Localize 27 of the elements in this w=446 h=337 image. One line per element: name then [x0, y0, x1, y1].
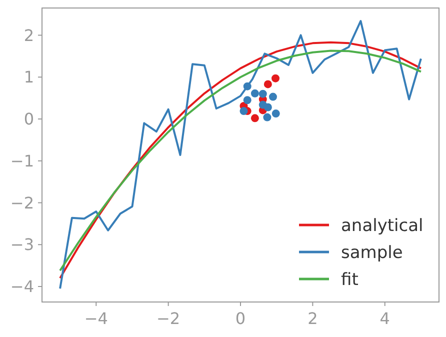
point — [258, 90, 267, 98]
point — [264, 103, 272, 112]
y-tick-label: 1 — [24, 68, 34, 87]
point — [250, 89, 259, 98]
y-tick-label: 2 — [24, 26, 34, 45]
y-tick-label: −4 — [10, 277, 34, 296]
point — [268, 92, 277, 101]
legend-label: fit — [341, 270, 359, 290]
x-tick-label: 0 — [235, 309, 246, 328]
y-tick-label: −1 — [10, 151, 34, 170]
point — [243, 96, 252, 104]
x-tick-label: 2 — [308, 309, 318, 328]
point — [272, 110, 280, 118]
legend-label: sample — [341, 242, 403, 263]
y-tick-label: 0 — [24, 110, 34, 129]
legend-label: analytical — [341, 216, 424, 236]
point — [272, 74, 280, 82]
x-tick-label: −2 — [156, 309, 180, 328]
point — [264, 80, 272, 88]
y-tick-label: −3 — [10, 235, 34, 254]
point — [243, 82, 252, 90]
point — [240, 107, 248, 116]
y-tick-label: −2 — [10, 193, 34, 212]
x-tick-label: 4 — [380, 309, 390, 328]
point — [250, 114, 259, 122]
x-tick-label: −4 — [84, 309, 108, 328]
point — [263, 113, 272, 122]
